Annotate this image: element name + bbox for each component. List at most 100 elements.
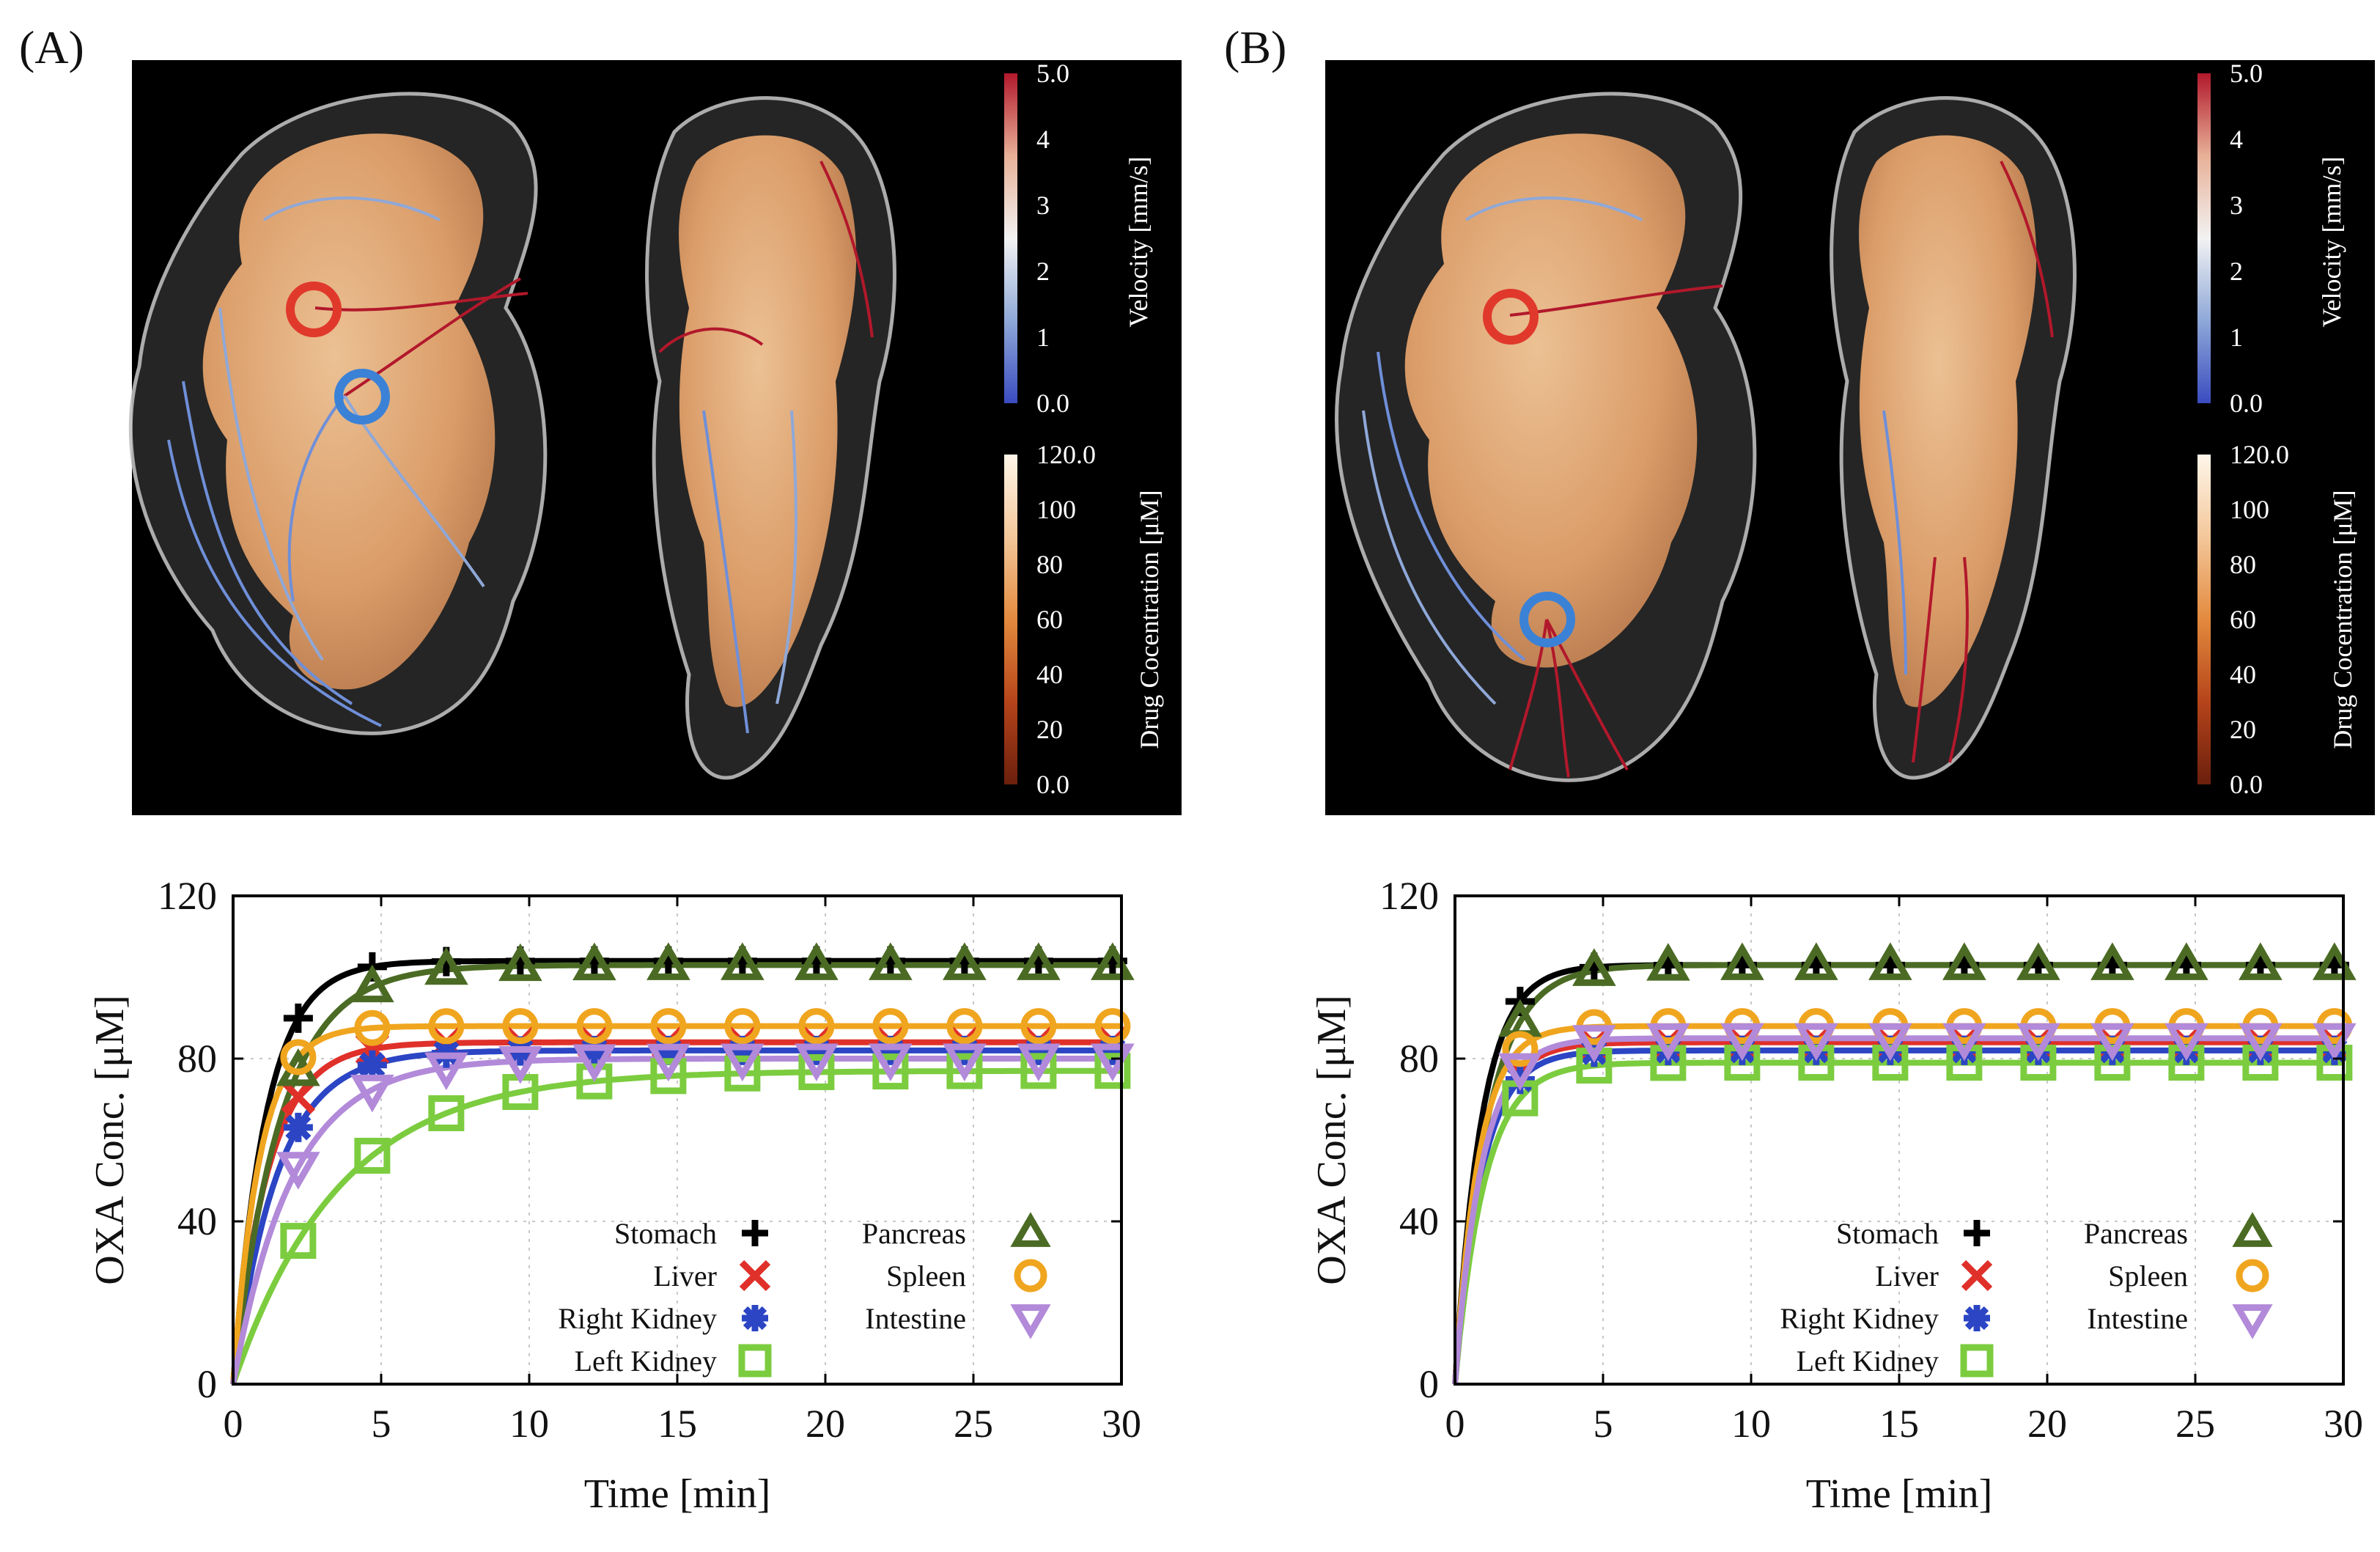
data-point-pancreas — [2239, 942, 2283, 980]
drug-colorbar — [2197, 455, 2211, 784]
velocity-colorbar-title: Velocity [mm/s] — [2317, 157, 2346, 328]
data-point-left-kidney — [428, 1095, 465, 1131]
x-tick-label: 30 — [1102, 1402, 1141, 1446]
data-point-left-kidney — [798, 1053, 835, 1090]
x-tick-label: 0 — [224, 1402, 243, 1446]
legend-marker — [1014, 1259, 1047, 1292]
data-point-pancreas — [424, 946, 468, 985]
injection-ring-front — [1483, 289, 1539, 345]
data-point-left-kidney — [576, 1063, 613, 1100]
chart-b: 0 5 10 15 20 25 30 0 40 80 120 Time [min] OXA Conc. … — [1309, 874, 2363, 1517]
drug-tick: 80 — [1036, 550, 1063, 579]
data-point-pancreas — [721, 942, 765, 980]
data-point-intestine — [2090, 1023, 2134, 1062]
data-point-spleen — [354, 1009, 391, 1046]
data-point-intestine — [498, 1045, 542, 1084]
data-point-intestine — [721, 1043, 765, 1082]
data-point-spleen — [576, 1008, 613, 1045]
velocity-tick: 1 — [2230, 323, 2243, 352]
x-tick-label: 0 — [1445, 1402, 1465, 1446]
velocity-tick: 4 — [2230, 125, 2243, 154]
data-point-spleen — [650, 1008, 687, 1045]
data-point-pancreas — [646, 942, 690, 980]
x-axis-label: Time [min] — [1806, 1471, 1993, 1517]
drug-tick: 0.0 — [2230, 770, 2263, 799]
render-b: 5.0 4 3 2 1 0.0 Velocity [mm/s] 120.0 10… — [1325, 59, 2375, 815]
drug-colorbar-title: Drug Cocentration [μM] — [1135, 490, 1164, 749]
x-tick-label: 20 — [806, 1402, 845, 1446]
data-point-intestine — [1572, 1025, 1616, 1063]
y-tick-label: 80 — [177, 1037, 217, 1081]
velocity-colorbar — [2197, 73, 2211, 403]
data-point-intestine — [350, 1074, 394, 1113]
data-point-spleen — [872, 1008, 909, 1045]
legend-marker — [2236, 1259, 2269, 1292]
injection-ring-front — [286, 282, 342, 337]
data-point-left-kidney — [1020, 1053, 1057, 1089]
series-line-spleen — [230, 1023, 1121, 1385]
velocity-tick: 2 — [2230, 257, 2243, 286]
velocity-tick: 3 — [2230, 191, 2243, 220]
x-tick-label: 5 — [372, 1402, 391, 1446]
drug-tick: 120.0 — [2230, 440, 2289, 469]
data-point-pancreas — [2016, 942, 2060, 980]
data-point-pancreas — [1942, 942, 1986, 980]
drug-tick: 40 — [1036, 660, 1063, 689]
data-point-left-kidney — [946, 1053, 983, 1089]
data-point-right-kidney — [949, 1035, 979, 1065]
series-line-left-kidney — [1452, 1059, 2343, 1385]
data-point-right-kidney — [801, 1035, 831, 1065]
data-point-pancreas — [795, 942, 839, 980]
x-tick-label: 10 — [509, 1402, 549, 1446]
panel-a: (A) — [19, 21, 1182, 1517]
data-point-pancreas — [350, 964, 394, 1003]
y-tick-label: 120 — [158, 874, 217, 918]
velocity-tick: 0.0 — [2230, 389, 2263, 418]
data-point-spleen — [946, 1008, 983, 1045]
legend-label: Stomach — [614, 1217, 717, 1250]
data-point-intestine — [276, 1152, 320, 1190]
data-point-intestine — [1720, 1023, 1764, 1062]
organ-mass-side — [1859, 135, 2037, 707]
data-point-intestine — [572, 1044, 616, 1082]
data-point-intestine — [1017, 1043, 1061, 1081]
drug-tick: 100 — [2230, 495, 2269, 524]
y-axis-label: OXA Conc. [μM] — [87, 995, 133, 1285]
series-line-left-kidney — [230, 1067, 1121, 1386]
data-point-stomach — [283, 1003, 313, 1033]
drug-tick: 40 — [2230, 660, 2256, 689]
data-point-pancreas — [1794, 942, 1838, 980]
data-point-intestine — [1794, 1023, 1838, 1062]
x-tick-label: 15 — [1879, 1402, 1919, 1446]
velocity-tick: 1 — [1036, 323, 1050, 352]
velocity-colorbar-title: Velocity [mm/s] — [1124, 157, 1153, 328]
velocity-tick: 0.0 — [1036, 389, 1069, 418]
velocity-colorbar — [1004, 73, 1017, 403]
data-point-intestine — [1646, 1023, 1690, 1062]
data-point-intestine — [1498, 1053, 1542, 1092]
target-ring-front — [334, 369, 390, 424]
legend-marker — [742, 1305, 768, 1331]
data-point-spleen — [1094, 1008, 1131, 1045]
drug-tick: 60 — [2230, 605, 2256, 634]
data-point-pancreas — [1868, 942, 1912, 980]
data-point-right-kidney — [727, 1035, 757, 1065]
data-point-spleen — [428, 1008, 465, 1045]
render-a: 5.0 4 3 2 1 0.0 Velocity [mm/s] 120.0 10… — [128, 59, 1182, 815]
legend-marker — [1964, 1305, 1990, 1331]
data-point-pancreas — [2165, 942, 2208, 980]
data-point-left-kidney — [724, 1055, 761, 1092]
data-point-intestine — [869, 1043, 913, 1081]
data-point-pancreas — [1646, 943, 1690, 981]
data-point-pancreas — [1720, 942, 1764, 980]
y-tick-label: 0 — [197, 1362, 217, 1406]
legend-label: Liver — [1875, 1259, 1939, 1292]
drug-tick: 20 — [1036, 715, 1063, 744]
x-tick-label: 20 — [2027, 1402, 2067, 1446]
y-axis-label: OXA Conc. [μM] — [1309, 995, 1355, 1285]
streamlines-side — [1882, 161, 2054, 763]
data-point-left-kidney — [354, 1137, 391, 1174]
data-point-intestine — [1942, 1023, 1986, 1062]
legend-marker — [1960, 1344, 1994, 1378]
y-tick-label: 40 — [1399, 1199, 1439, 1243]
